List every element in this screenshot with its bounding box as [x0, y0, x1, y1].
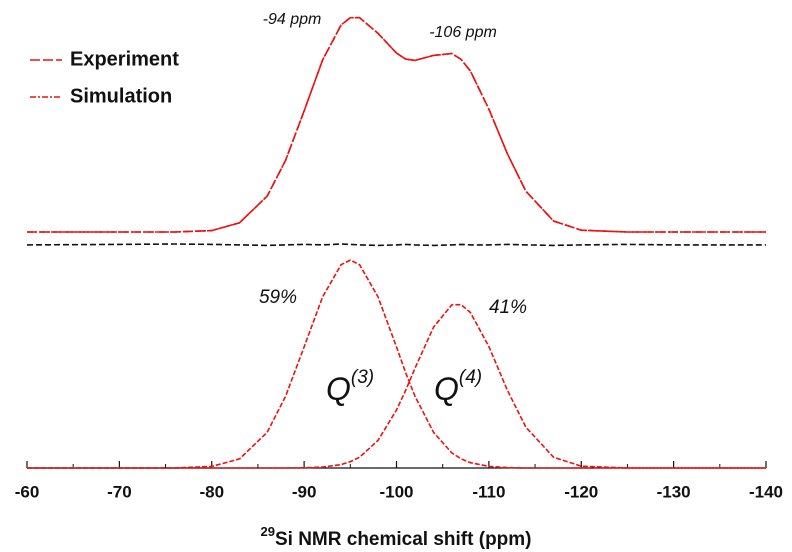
x-tick-label: -90 [292, 482, 317, 501]
component-sup: (3) [351, 367, 374, 388]
x-tick-label: -60 [15, 482, 40, 501]
series-line [26, 243, 766, 247]
series-line [27, 259, 766, 469]
series-line [27, 303, 766, 469]
component-main: Q [434, 371, 459, 407]
legend-label: Simulation [70, 85, 172, 107]
x-tick-label: -110 [472, 482, 505, 501]
x-tick-label: -100 [379, 482, 413, 501]
component-main: Q [326, 371, 351, 407]
x-tick-label: -70 [107, 482, 132, 501]
annotation: -94 ppm [263, 11, 322, 28]
x-tick-label: -80 [199, 482, 224, 501]
x-axis-label: 29Si NMR chemical shift (ppm) [261, 524, 532, 550]
x-axis-label-main: Si NMR chemical shift (ppm) [275, 529, 532, 550]
annotation: 41% [489, 297, 527, 318]
component-sup: (4) [459, 367, 482, 388]
x-tick-label: -120 [564, 482, 598, 501]
component-label: Q(4) [434, 367, 482, 407]
annotation: -106 ppm [429, 24, 497, 41]
legend-label: Experiment [70, 48, 179, 70]
x-tick-label: -140 [749, 482, 783, 501]
annotation: 59% [259, 287, 297, 308]
x-axis-label-sup: 29 [261, 524, 275, 539]
series-line [27, 16, 766, 233]
x-tick-label: -130 [657, 482, 691, 501]
component-label: Q(3) [326, 367, 374, 407]
